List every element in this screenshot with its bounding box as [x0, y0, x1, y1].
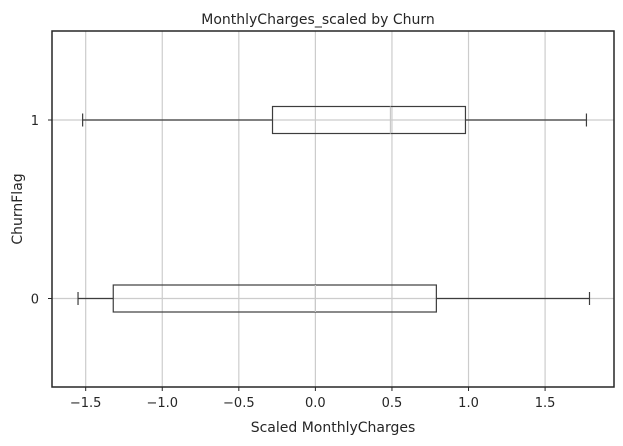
x-tick-label: −0.5: [223, 396, 255, 411]
y-tick-label: 0: [31, 293, 39, 308]
grid-layer: [52, 31, 614, 387]
x-tick-label: −1.0: [146, 396, 178, 411]
iqr-box: [271, 105, 467, 135]
y-axis-label: ChurnFlag: [10, 173, 26, 244]
x-tick-label: 0.5: [382, 396, 403, 411]
y-tick-label: 1: [31, 114, 39, 129]
x-axis-ticks: −1.5 −1.0 −0.5 0.0 0.5 1.0 1.5: [70, 387, 556, 411]
x-tick-label: 1.5: [535, 396, 556, 411]
x-axis-label: Scaled MonthlyCharges: [251, 420, 416, 436]
iqr-box: [112, 284, 437, 313]
x-tick-label: 1.0: [458, 396, 479, 411]
box-group-0: [77, 284, 591, 313]
x-tick-label: −1.5: [70, 396, 102, 411]
plot-frame: [51, 30, 615, 388]
box-group-1: [82, 105, 588, 135]
box-layer: [77, 105, 591, 313]
y-axis-ticks: 01: [31, 114, 52, 308]
chart-title: MonthlyCharges_scaled by Churn: [201, 12, 435, 28]
x-tick-label: 0.0: [305, 396, 326, 411]
